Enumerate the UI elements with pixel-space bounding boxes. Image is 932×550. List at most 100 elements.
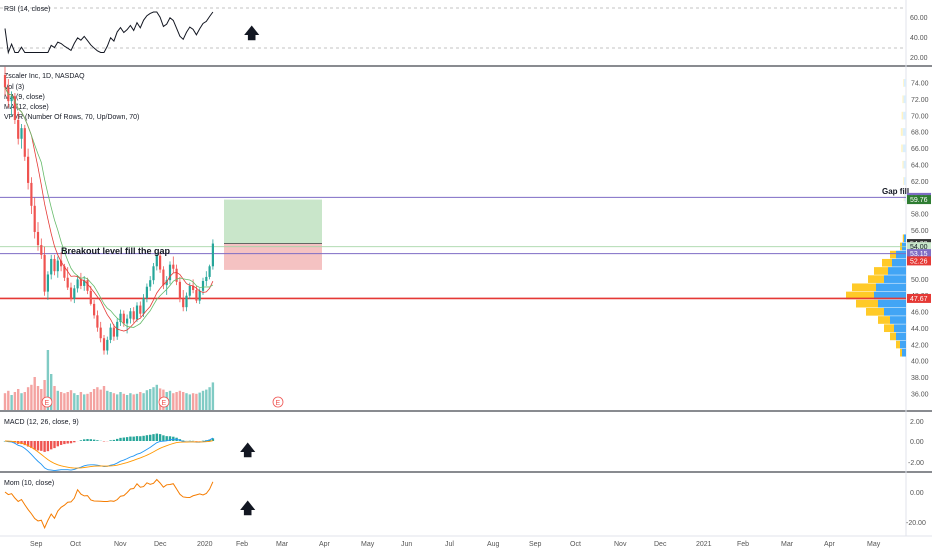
time-tick-19: Apr — [824, 541, 836, 548]
candle-body — [96, 315, 99, 328]
candle-body — [129, 311, 132, 319]
macd-bar — [83, 439, 86, 441]
candle-body — [40, 245, 43, 255]
time-tick-12: Sep — [529, 541, 542, 548]
macd-signal-line — [4, 440, 213, 469]
gap-fill-annotation[interactable]: Gap fill — [882, 187, 909, 196]
earnings-marker-1-label: E — [45, 400, 50, 407]
candle-body — [56, 260, 59, 272]
candle-body — [122, 313, 125, 324]
candle-body — [20, 128, 23, 139]
candle-body — [73, 288, 76, 299]
vpvr-bar-up — [903, 95, 906, 104]
candle-body — [76, 279, 79, 289]
volume-bar — [182, 392, 185, 410]
volume-bar — [92, 389, 96, 410]
volume-bar — [13, 392, 17, 410]
volume-bar — [119, 392, 122, 410]
volume-bar — [53, 386, 56, 410]
rsi-title: RSI (14, close) — [4, 6, 50, 13]
macd-bar — [23, 441, 26, 446]
earnings-marker-2[interactable]: E — [158, 396, 170, 408]
volume-bar — [86, 393, 89, 410]
candle-body — [36, 231, 40, 246]
vpvr-bar-down — [900, 348, 902, 357]
vpvr-bar-up — [902, 144, 906, 153]
price-tick-12: 44.00 — [911, 326, 929, 333]
rsi-pane[interactable]: RSI (14, close) 60.00 40.00 20.00 🡅 — [0, 6, 928, 62]
mom-tick-minus20: -20.00 — [906, 520, 926, 527]
candle-body — [27, 156, 30, 183]
macd-bar — [135, 436, 139, 441]
volume-bar — [83, 394, 86, 410]
candle-body — [43, 254, 46, 292]
time-tick-16: 2021 — [696, 541, 712, 548]
vpvr-bar-up — [896, 250, 906, 259]
volume-bar — [175, 392, 178, 410]
macd-pane[interactable]: MACD (12, 26, close, 9) 2.00 0.00 -2.00 … — [3, 419, 924, 472]
candle-body — [198, 290, 201, 301]
volume-bar — [168, 390, 172, 410]
macd-bar — [168, 436, 172, 441]
candle-body — [99, 327, 102, 339]
volume-bar — [135, 393, 139, 410]
vpvr-bar-up — [903, 160, 906, 169]
volume-bar — [89, 392, 92, 410]
price-tick-1: 72.00 — [911, 97, 929, 104]
position-profit-zone[interactable] — [224, 199, 322, 244]
candle-body — [69, 287, 73, 299]
price-tick-7: 58.00 — [911, 211, 929, 218]
macd-bar — [53, 441, 56, 449]
macd-bar — [211, 438, 215, 441]
time-axis[interactable]: Sep Oct Nov Dec 2020 Feb Mar Apr May Jun Jul Aug Sep… — [30, 541, 881, 548]
candle-body — [66, 277, 69, 288]
position-loss-zone[interactable] — [224, 243, 322, 270]
price-tick-4: 66.00 — [911, 146, 929, 153]
macd-bar — [142, 435, 145, 441]
volume-bar — [23, 392, 26, 410]
volume-bar — [79, 392, 83, 410]
up-arrow-icon: 🡅 — [240, 500, 256, 517]
indicator-label-vol: Vol (3) — [4, 84, 24, 91]
volume-bar — [205, 389, 208, 410]
macd-bar — [89, 439, 92, 441]
macd-bar — [155, 433, 158, 441]
volume-bar — [73, 393, 76, 410]
vpvr-bar-up — [903, 111, 906, 120]
price-tag-6 — [907, 293, 931, 303]
candle-body — [10, 96, 13, 102]
candle-body — [192, 285, 195, 291]
earnings-marker-3-label: E — [276, 400, 281, 407]
vpvr-bar-up — [900, 340, 906, 349]
candle-body — [102, 338, 106, 351]
time-tick-13: Oct — [570, 541, 581, 548]
up-arrow-icon: 🡅 — [244, 25, 260, 42]
macd-bar — [46, 441, 50, 452]
breakout-annotation[interactable]: Breakout level fill the gap — [61, 246, 171, 256]
mom-pane[interactable]: Mom (10, close) 0.00 -20.00 🡅 — [4, 478, 926, 530]
time-tick-2: Nov — [114, 541, 127, 548]
vpvr-bar-down — [884, 324, 894, 333]
macd-bar — [112, 439, 116, 441]
macd-bar — [69, 441, 73, 444]
candle-body — [30, 182, 33, 206]
earnings-marker-3[interactable]: E — [272, 396, 284, 408]
earnings-marker-2-label: E — [162, 400, 167, 407]
main-pane[interactable]: Zscaler Inc, 1D, NASDAQ Vol (3) MA (9, c… — [0, 66, 931, 410]
macd-bar — [56, 441, 59, 447]
vpvr-bar-down — [903, 79, 904, 87]
price-tick-16: 36.00 — [911, 391, 929, 398]
vpvr-bar-down — [874, 267, 888, 275]
volume-bar — [36, 386, 40, 410]
volume-bar — [152, 387, 155, 410]
macd-bar — [109, 440, 112, 441]
earnings-marker-1[interactable]: E — [41, 396, 53, 408]
time-tick-15: Dec — [654, 541, 667, 548]
vpvr-bar-down — [902, 234, 904, 243]
candle-body — [83, 280, 86, 286]
vpvr-bar-up — [902, 348, 906, 357]
price-tag-label-3: 54.00 — [910, 244, 928, 251]
